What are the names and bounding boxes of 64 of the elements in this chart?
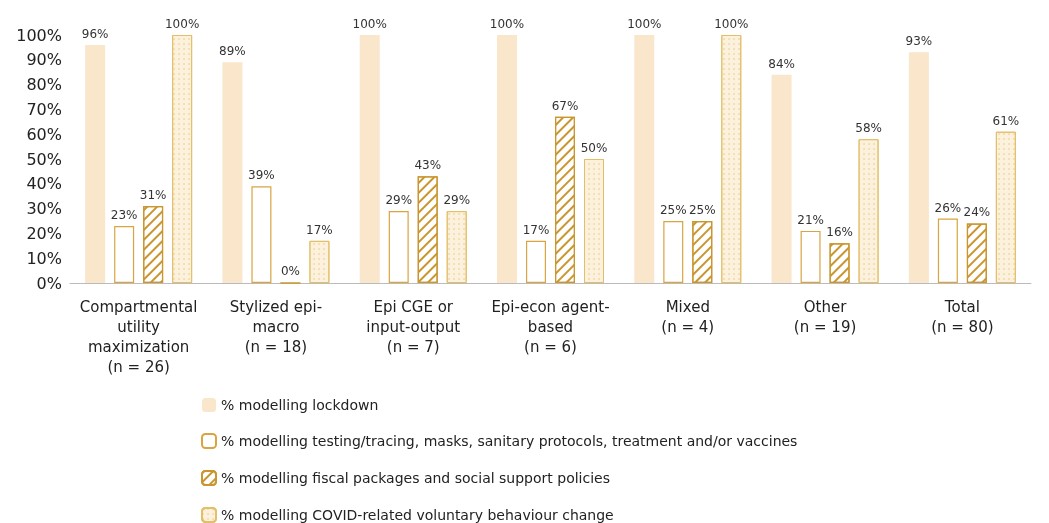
legend-label: % modelling lockdown [221, 397, 379, 413]
data-label: 84% [768, 56, 795, 71]
bar [497, 35, 517, 283]
bar [359, 35, 380, 283]
legend-label: % modelling fiscal packages and social support policies [221, 470, 610, 486]
bar [251, 186, 272, 283]
data-label: 61% [992, 113, 1020, 128]
data-label: 21% [797, 212, 824, 227]
y-tick-label: 10% [26, 248, 62, 268]
data-label: 100% [714, 17, 749, 31]
y-tick-label: 0% [36, 273, 62, 293]
bar [771, 74, 792, 283]
data-label: 58% [855, 121, 882, 136]
x-tick-label: Other (n = 19) [793, 298, 857, 336]
data-label: 67% [551, 98, 579, 113]
y-tick-label: 70% [26, 99, 62, 119]
data-label: 29% [385, 193, 413, 208]
y-tick-label: 60% [26, 124, 62, 144]
y-tick-label: 100% [16, 25, 62, 45]
data-label: 17% [306, 222, 333, 237]
data-label: 25% [688, 203, 716, 217]
bar [937, 218, 958, 283]
bar [908, 52, 929, 283]
data-label: 96% [81, 26, 109, 41]
data-label: 31% [139, 188, 167, 203]
bar [85, 44, 106, 283]
data-label: 100% [352, 17, 387, 31]
bar [800, 230, 821, 283]
x-tick-label: Stylized epi- macro (n = 18) [229, 298, 323, 356]
data-label: 24% [963, 205, 991, 220]
x-tick-label: Mixed (n = 4) [661, 298, 715, 336]
x-tick-label: Epi-econ agent- based (n = 6) [491, 298, 610, 356]
data-label: 89% [219, 44, 246, 59]
data-label: 0% [280, 264, 300, 279]
bar [634, 35, 655, 283]
y-tick-label: 20% [26, 223, 62, 243]
data-label: 100% [627, 17, 662, 31]
bar [222, 62, 243, 283]
legend-label: % modelling testing/tracing, masks, sanitary protocols, treatment and/or vaccines [221, 433, 798, 449]
x-tick-label: Epi CGE or input-output (n = 7) [366, 298, 461, 356]
data-label: 93% [905, 34, 933, 49]
data-label: 43% [414, 158, 442, 173]
data-label: 23% [110, 207, 138, 222]
data-label: 39% [248, 168, 275, 183]
data-label: 16% [826, 225, 853, 240]
data-label: 100% [489, 17, 525, 31]
y-tick-label: 50% [26, 149, 62, 169]
data-label: 26% [934, 200, 962, 215]
bar [663, 221, 684, 283]
y-tick-label: 30% [26, 199, 62, 219]
data-label: 100% [164, 17, 200, 31]
bar [114, 225, 135, 283]
data-label: 17% [522, 222, 550, 237]
legend-label: % modelling COVID-related voluntary behaviour change [221, 507, 614, 523]
bar [388, 211, 409, 283]
data-label: 25% [659, 203, 687, 217]
y-tick-label: 90% [26, 50, 62, 70]
data-label: 50% [580, 141, 608, 155]
y-tick-label: 40% [26, 174, 62, 194]
x-tick-label: Compartmental utility maximization (n = 26) [79, 298, 198, 376]
x-tick-label: Total (n = 80) [931, 298, 994, 336]
bar [526, 240, 546, 283]
y-tick-label: 80% [26, 75, 62, 95]
data-label: 29% [443, 193, 471, 208]
